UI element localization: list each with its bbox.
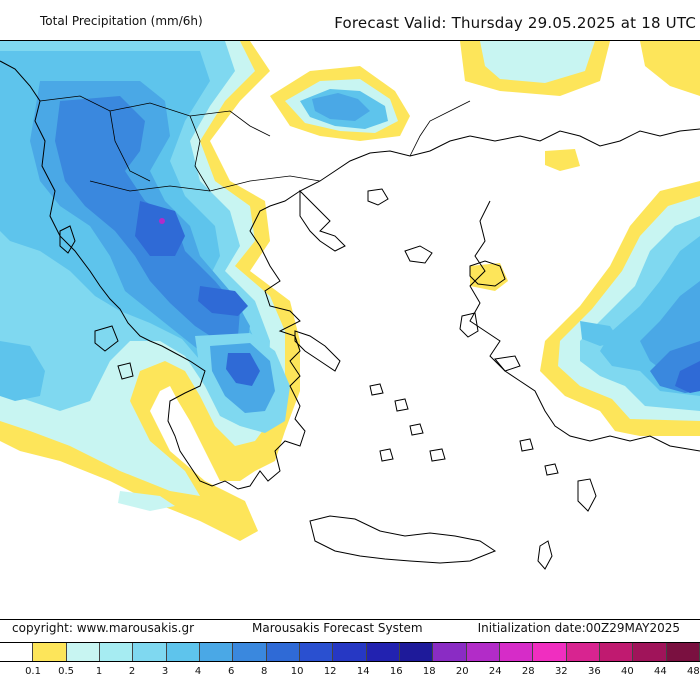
- dodecanese-1: [519, 438, 534, 452]
- legend-swatch: [633, 643, 667, 661]
- precip-ne-cyan: [480, 41, 595, 83]
- precip-peloponnese-blue-dark: [226, 353, 260, 386]
- precip-east-blue-dark: [675, 361, 700, 393]
- chios: [459, 312, 479, 338]
- system-name: Marousakis Forecast System: [252, 621, 423, 635]
- cyclades-2: [394, 398, 409, 412]
- legend-swatch: [299, 643, 334, 661]
- legend-swatch: [666, 643, 700, 661]
- legend-label: 36: [587, 666, 601, 677]
- cyclades-1: [369, 383, 384, 396]
- precip-ne-yellow-2: [640, 41, 700, 96]
- thasos: [367, 188, 389, 206]
- cyclades-4: [379, 448, 394, 462]
- legend-swatch: [199, 643, 234, 661]
- copyright-text: copyright: www.marousakis.gr: [12, 621, 195, 635]
- legend-color-bar: [0, 642, 700, 662]
- legend-label: 2: [128, 666, 136, 677]
- coastline-balkans-west: [0, 60, 471, 490]
- legend-label: 24: [488, 666, 502, 677]
- chalkidiki: [299, 189, 346, 252]
- cyclades-3: [409, 423, 424, 436]
- legend-label: 40: [620, 666, 634, 677]
- coastline-anatolia: [469, 128, 700, 147]
- rhodes: [577, 478, 597, 512]
- precip-ionian-cyan: [118, 491, 175, 511]
- border-balkan-inner: [109, 110, 151, 182]
- chart-title: Total Precipitation (mm/6h): [40, 14, 203, 28]
- kefalonia: [94, 325, 119, 352]
- legend-swatch: [399, 643, 434, 661]
- corfu: [59, 225, 76, 254]
- map-canvas: [0, 41, 700, 570]
- legend-swatch: [33, 643, 67, 661]
- legend-label: 10: [290, 666, 304, 677]
- legend-label: 12: [323, 666, 337, 677]
- legend-label: 32: [554, 666, 568, 677]
- legend-swatch: [99, 643, 134, 661]
- legend-swatch: [533, 643, 567, 661]
- legend-swatch: [0, 643, 34, 661]
- border-bg-tr: [409, 100, 471, 157]
- legend-labels: 0.1 0.5 1 2 3 4 6 8 10 12 14 16 18 20 24 28 32 36 40 44 48: [0, 666, 700, 686]
- crete: [309, 515, 497, 564]
- legend-label: 16: [389, 666, 403, 677]
- precipitation-map: [0, 40, 700, 620]
- cyclades-5: [429, 448, 446, 462]
- lesvos: [469, 260, 506, 287]
- karpathos: [537, 540, 553, 570]
- limnos: [404, 245, 433, 264]
- legend-swatch: [499, 643, 534, 661]
- precip-field-northeast: [460, 41, 700, 96]
- precip-west-blue-dark-2: [198, 286, 248, 316]
- precip-west-max: [159, 218, 165, 224]
- initialization-date: Initialization date:00Z29MAY2025: [477, 621, 680, 635]
- border-nmk: [189, 115, 211, 192]
- legend-swatch: [166, 643, 200, 661]
- dodecanese-2: [544, 463, 559, 476]
- legend-swatch: [599, 643, 634, 661]
- precip-lesvos-yellow: [470, 263, 508, 291]
- precip-ne-small-yellow: [545, 149, 580, 171]
- legend-swatch: [466, 643, 500, 661]
- samos: [494, 355, 521, 372]
- precip-bg-blue: [312, 93, 370, 121]
- legend-label: 3: [161, 666, 169, 677]
- legend-label: 1: [95, 666, 103, 677]
- coastlines: [0, 60, 700, 570]
- legend-swatch: [333, 643, 367, 661]
- legend-swatch: [66, 643, 100, 661]
- legend-swatch: [233, 643, 267, 661]
- borders: [39, 95, 471, 192]
- precip-ionian-blob: [0, 341, 45, 401]
- legend-label: 4: [194, 666, 202, 677]
- legend-swatch: [433, 643, 467, 661]
- precip-field-west: [0, 41, 300, 541]
- legend-swatch: [566, 643, 600, 661]
- legend-label: 48: [687, 666, 700, 677]
- legend-label: 0.5: [58, 666, 74, 677]
- legend-label: 6: [227, 666, 235, 677]
- legend-swatch: [133, 643, 167, 661]
- legend-label: 28: [521, 666, 535, 677]
- legend-label: 0.1: [25, 666, 41, 677]
- forecast-valid-time: Forecast Valid: Thursday 29.05.2025 at 1…: [334, 14, 696, 32]
- legend-label: 8: [260, 666, 268, 677]
- legend-swatch: [266, 643, 300, 661]
- legend-label: 18: [422, 666, 436, 677]
- legend-label: 14: [356, 666, 370, 677]
- legend-label: 44: [654, 666, 667, 677]
- legend-label: 20: [455, 666, 469, 677]
- evia: [294, 330, 341, 372]
- precip-field-east: [540, 181, 700, 436]
- zakynthos: [117, 362, 134, 380]
- precip-east-patch: [580, 321, 620, 346]
- precip-field-bulgaria: [270, 66, 410, 141]
- legend-swatch: [366, 643, 400, 661]
- border-north: [39, 95, 271, 137]
- precip-west-blue-dark: [135, 201, 185, 256]
